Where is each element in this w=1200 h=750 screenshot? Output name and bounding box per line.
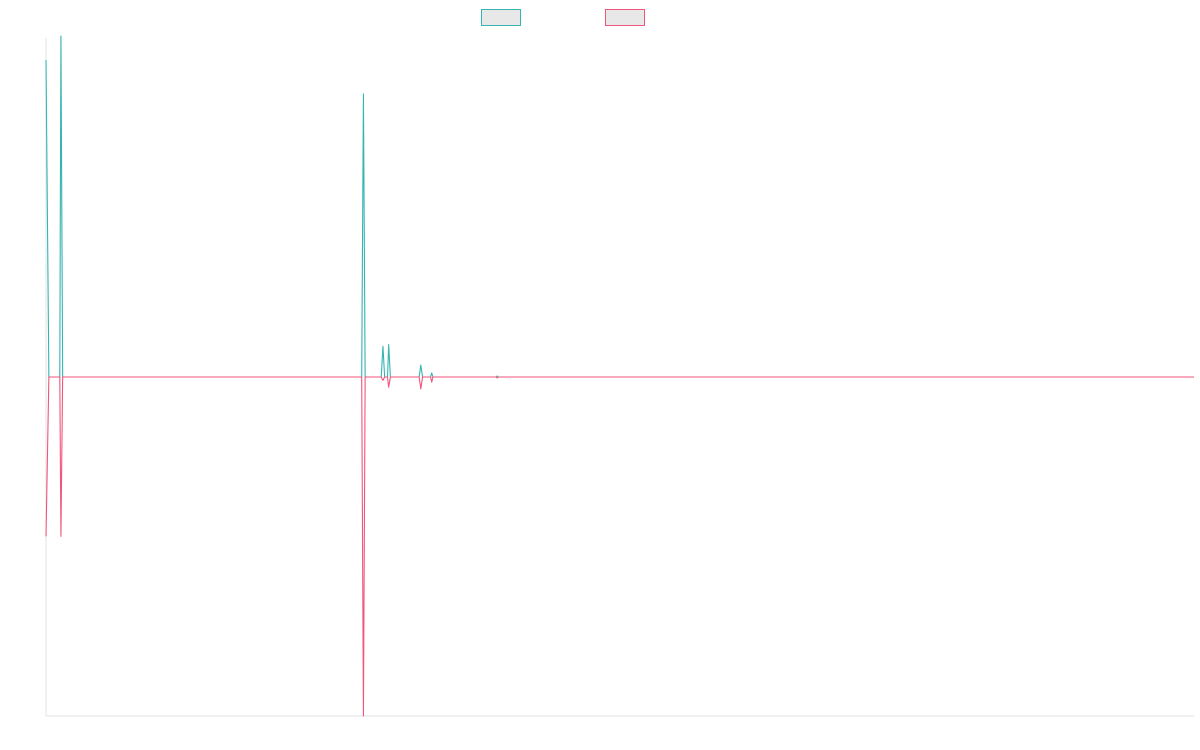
plot-area [45,35,1194,717]
legend [481,9,645,26]
axes [45,38,1194,717]
legend-swatch-2 [605,9,645,26]
series-line-1 [45,35,1194,378]
series-line-2 [45,376,1194,717]
legend-swatch-1 [481,9,521,26]
